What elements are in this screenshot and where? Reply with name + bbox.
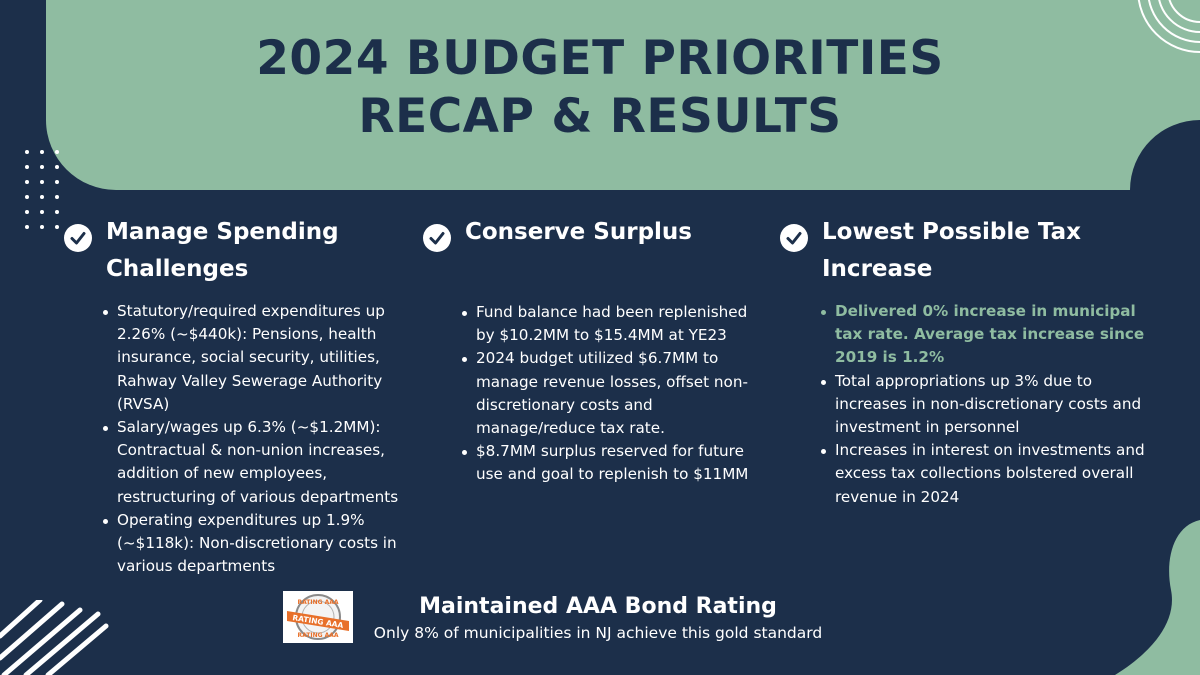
column-title: Conserve Surplus [465, 219, 692, 245]
stripes-decoration [0, 600, 109, 675]
title-line-2: RECAP & RESULTS [358, 89, 842, 144]
title-line-1: 2024 BUDGET PRIORITIES [256, 31, 944, 86]
column-title: Manage Spending Challenges [106, 219, 339, 282]
title-banner [46, 0, 1200, 190]
aaa-rating-seal-icon: RATING AAA RATING AAA RATING AAA [287, 594, 349, 640]
column-manage-spending: Manage Spending Challenges Statutory/req… [64, 214, 404, 578]
list-item: Increases in interest on investments and… [821, 439, 1147, 509]
bullet-list: Delivered 0% increase in municipal tax r… [817, 300, 1147, 509]
footer-subtitle: Only 8% of municipalities in NJ achieve … [373, 624, 823, 642]
list-item: Total appropriations up 3% due to increa… [821, 370, 1147, 440]
blob-decoration [1115, 520, 1200, 675]
list-item: Statutory/required expenditures up 2.26%… [103, 300, 402, 416]
list-item-highlight: Delivered 0% increase in municipal tax r… [821, 300, 1147, 370]
column-title: Lowest Possible Tax Increase [822, 219, 1081, 282]
list-item: Salary/wages up 6.3% (~$1.2MM): Contract… [103, 416, 402, 509]
bullet-list: Statutory/required expenditures up 2.26%… [99, 300, 402, 578]
column-header: Conserve Surplus [423, 214, 763, 252]
check-circle-icon [780, 224, 808, 252]
page-title: 2024 BUDGET PRIORITIES RECAP & RESULTS [0, 30, 1200, 146]
column-header: Manage Spending Challenges [64, 214, 404, 288]
bullet-list: Fund balance had been replenished by $10… [458, 301, 766, 487]
badge-top-text: RATING AAA [297, 599, 338, 606]
check-circle-icon [423, 224, 451, 252]
check-circle-icon [64, 224, 92, 252]
dot-grid-decoration [25, 150, 59, 229]
aaa-rating-badge: RATING AAA RATING AAA RATING AAA [283, 591, 353, 643]
list-item: Fund balance had been replenished by $10… [462, 301, 766, 347]
column-lowest-tax-increase: Lowest Possible Tax Increase Delivered 0… [780, 214, 1150, 509]
footer-title: Maintained AAA Bond Rating [419, 594, 777, 619]
column-conserve-surplus: Conserve Surplus Fund balance had been r… [423, 214, 763, 487]
list-item: $8.7MM surplus reserved for future use a… [462, 440, 766, 486]
list-item: 2024 budget utilized $6.7MM to manage re… [462, 347, 766, 440]
column-header: Lowest Possible Tax Increase [780, 214, 1150, 288]
badge-bottom-text: RATING AAA [297, 632, 338, 639]
list-item: Operating expenditures up 1.9% (~$118k):… [103, 509, 402, 579]
